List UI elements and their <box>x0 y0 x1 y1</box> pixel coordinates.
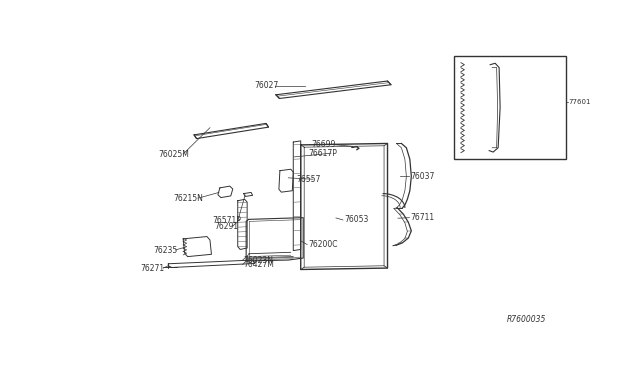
Text: 76027: 76027 <box>255 81 279 90</box>
Text: 76617P: 76617P <box>308 149 337 158</box>
Text: 76025M: 76025M <box>158 150 189 158</box>
Text: 76023N: 76023N <box>244 256 274 264</box>
Text: 76557: 76557 <box>297 175 321 184</box>
Text: 77601: 77601 <box>568 99 591 105</box>
Text: 76711: 76711 <box>410 213 435 222</box>
Text: 76571P: 76571P <box>212 216 241 225</box>
Bar <box>454 56 566 159</box>
Text: 76271: 76271 <box>141 264 164 273</box>
Text: 76291: 76291 <box>214 222 238 231</box>
Text: 76215N: 76215N <box>173 194 203 203</box>
Text: 76037: 76037 <box>410 172 435 181</box>
Text: 76699: 76699 <box>312 140 336 149</box>
Text: 76200C: 76200C <box>308 240 338 249</box>
Text: 76235: 76235 <box>153 246 177 254</box>
Text: 76427M: 76427M <box>244 260 275 269</box>
Text: 76039: 76039 <box>457 60 479 66</box>
Text: R7600035: R7600035 <box>507 315 547 324</box>
Text: 76053: 76053 <box>344 215 369 224</box>
